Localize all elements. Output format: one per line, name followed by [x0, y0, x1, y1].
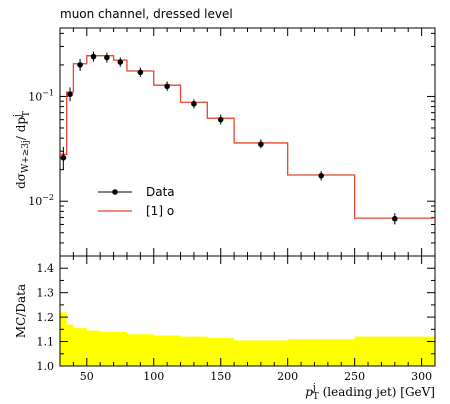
tick-label-exponent: −1 [42, 88, 54, 97]
ylabel-sup: j [13, 114, 23, 118]
main-y-tick-labels: 10−110−2 [28, 88, 54, 208]
main-y-axis-label: dσW+≥3j/ dpjT [13, 111, 32, 189]
tick-label-base: 10 [28, 90, 42, 103]
main-frame [59, 27, 436, 257]
chart-title: muon channel, dressed level [60, 7, 233, 21]
data-point [137, 69, 144, 76]
ratio-y-tick-labels: 1.0 1.1 1.2 1.3 1.4 [37, 262, 55, 373]
ratio-y-tick-label: 1.1 [37, 336, 55, 349]
x-axis-label: pj T (leading jet) [GeV] [305, 383, 435, 402]
data-point [392, 215, 398, 222]
data-point [164, 83, 170, 90]
ratio-y-tick-label: 1.4 [37, 262, 55, 275]
tick-label-base: 10 [28, 195, 42, 208]
legend-mc-label: [1] o [146, 204, 174, 218]
mc-histogram [60, 55, 435, 219]
ratio-y-tick-label: 1.3 [37, 287, 55, 300]
data-point [318, 172, 324, 179]
xlabel-main: p [305, 385, 313, 399]
ratio-y-axis-label: MC/Data [14, 284, 28, 338]
x-tick-label: 100 [143, 370, 164, 383]
ratio-panel: 1.0 1.1 1.2 1.3 1.4 50 100 150 200 250 300 MC/Dat… [14, 255, 436, 402]
ratio-band-area [60, 312, 435, 366]
data-point [77, 62, 83, 68]
x-tick-label: 150 [210, 370, 231, 383]
x-tick-label: 50 [80, 370, 94, 383]
data-point [67, 91, 73, 98]
data-points [60, 51, 398, 225]
data-point [60, 154, 67, 161]
ratio-uncertainty-band [60, 312, 435, 366]
main-y-tick-label: 10−1 [28, 88, 54, 103]
legend: Data [1] o [98, 185, 175, 218]
legend-data-label: Data [146, 185, 175, 199]
x-tick-label: 250 [344, 370, 365, 383]
ylabel-main: dσ [14, 173, 28, 189]
x-tick-labels: 50 100 150 200 250 300 [80, 370, 432, 383]
ratio-ticks [59, 255, 436, 367]
ratio-y-tick-label: 1.2 [37, 311, 55, 324]
mc-histogram-line [60, 55, 435, 219]
tick-label-exponent: −2 [42, 193, 54, 202]
main-y-tick-label: 10−2 [28, 193, 54, 208]
data-point [104, 54, 110, 61]
xlabel-tail: (leading jet) [GeV] [319, 385, 435, 399]
main-ticks [59, 28, 436, 257]
ratio-y-tick-label: 1.0 [37, 360, 55, 373]
data-point [258, 141, 264, 148]
ylabel-sub: W+≥3j [21, 140, 31, 173]
x-tick-label: 300 [411, 370, 432, 383]
ylabel-sub2: T [22, 111, 32, 117]
xlabel-sub: T [313, 392, 319, 402]
data-point [117, 59, 124, 65]
data-point [191, 101, 197, 107]
legend-data-marker [112, 189, 118, 195]
main-panel: 10−110−2 dσW+≥3j/ dpjT Data [1] o [13, 27, 436, 257]
data-point [217, 116, 224, 123]
data-point [90, 53, 97, 60]
xlabel-sup: j [312, 383, 316, 393]
ylabel-tail: / dp [14, 117, 28, 141]
x-tick-label: 200 [277, 370, 298, 383]
